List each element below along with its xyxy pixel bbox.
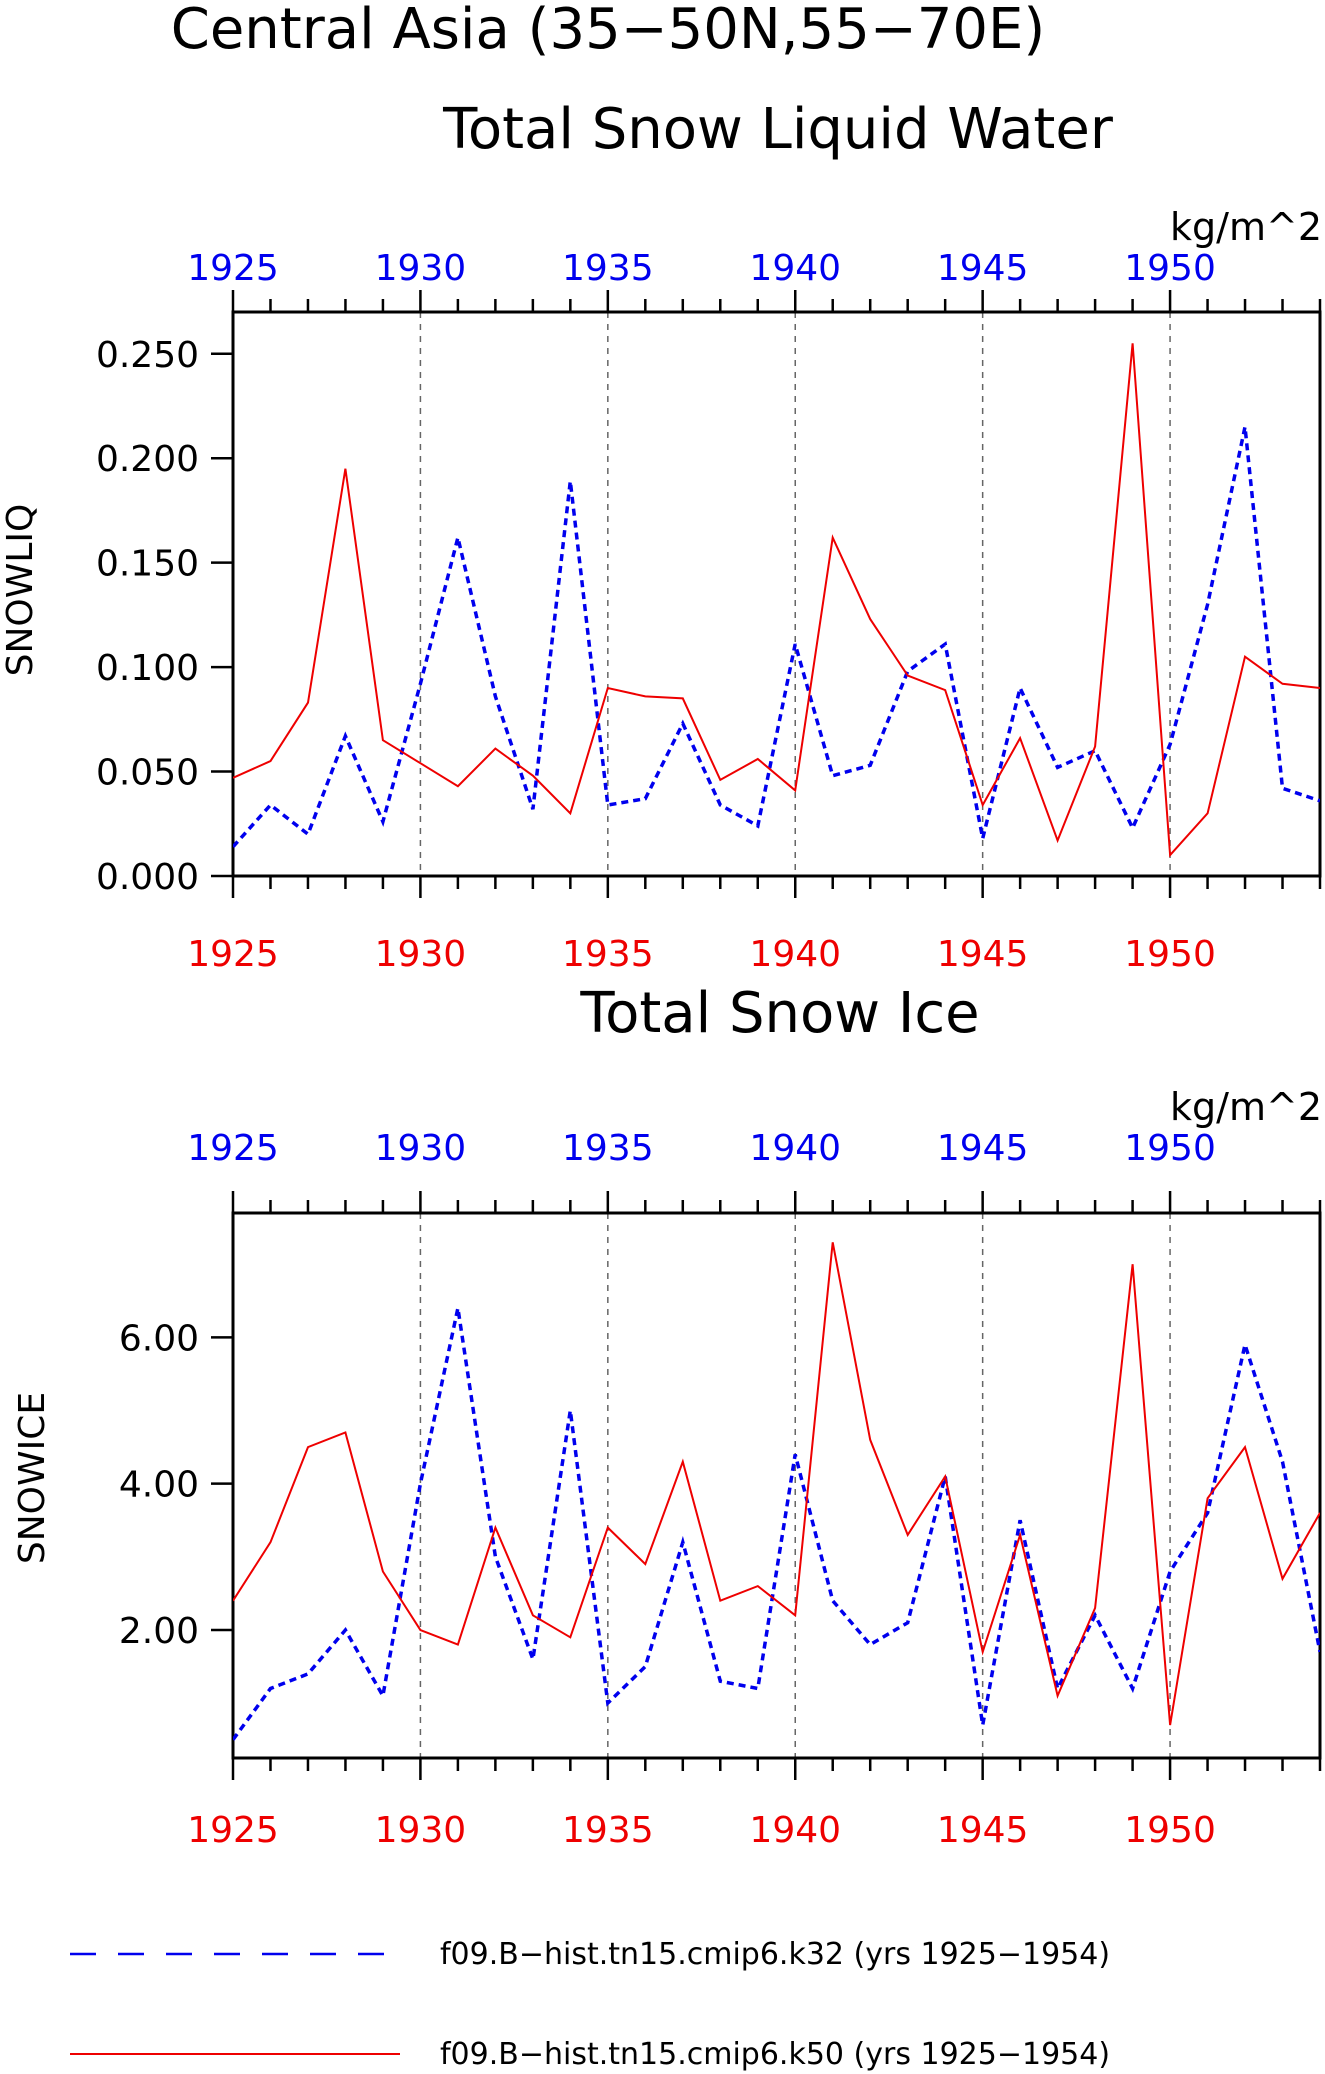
snowliq-plot-frame <box>231 310 1322 878</box>
snowice-x-tick-label-top: 1925 <box>187 1128 279 1169</box>
snowice-x-tick-label-bottom: 1925 <box>187 1810 279 1851</box>
snowliq-x-tick-label-bottom: 1930 <box>375 934 467 975</box>
snowice-plot-frame <box>231 1211 1322 1760</box>
snowliq-x-tick-label-bottom: 1925 <box>187 934 279 975</box>
legend-label-k50: f09.B−hist.tn15.cmip6.k50 (yrs 1925−1954… <box>440 2037 1110 2072</box>
snowliq-y-tick-label: 0.250 <box>96 335 199 376</box>
snowice-series-k32-line <box>233 1307 1320 1741</box>
snowice-x-tick-label-bottom: 1950 <box>1124 1810 1216 1851</box>
snowice-series-k50-line <box>233 1242 1320 1726</box>
snowice-x-tick-label-bottom: 1945 <box>937 1810 1029 1851</box>
snowice-x-tick-label-bottom: 1935 <box>562 1810 654 1851</box>
snowliq-y-tick-label: 0.200 <box>96 439 199 480</box>
snowliq-units: kg/m^2 <box>1170 205 1322 249</box>
snowliq-series-k32-line <box>233 426 1320 848</box>
snowliq-x-tick-label-top: 1945 <box>937 248 1029 289</box>
snowice-y-tick-label: 4.00 <box>119 1465 199 1506</box>
figure-title: Central Asia (35−50N,55−70E) <box>171 0 1046 62</box>
snowice-units: kg/m^2 <box>1170 1085 1322 1129</box>
snowice-title: Total Snow Ice <box>579 981 979 1046</box>
snowice-panel: Total Snow Ice kg/m^2 SNOWICE 1925 1925 19… <box>12 981 1322 1851</box>
legend: f09.B−hist.tn15.cmip6.k32 (yrs 1925−1954… <box>70 1937 1110 2072</box>
snowliq-x-tick-label-top: 1930 <box>375 248 467 289</box>
snowice-x-tick-label-top: 1945 <box>937 1128 1029 1169</box>
snowliq-series-k50-line <box>233 343 1320 858</box>
snowliq-x-tick-label-bottom: 1940 <box>749 934 841 975</box>
snowliq-x-tick-label-bottom: 1950 <box>1124 934 1216 975</box>
snowice-x-tick-label-top: 1950 <box>1124 1128 1216 1169</box>
snowliq-x-tick-label-bottom: 1935 <box>562 934 654 975</box>
legend-label-k32: f09.B−hist.tn15.cmip6.k32 (yrs 1925−1954… <box>440 1937 1110 1972</box>
snowice-x-tick-label-bottom: 1930 <box>375 1810 467 1851</box>
snowliq-x-tick-label-top: 1935 <box>562 248 654 289</box>
snowliq-x-tick-label-top: 1940 <box>749 248 841 289</box>
snowliq-y-tick-label: 0.050 <box>96 753 199 794</box>
snowliq-y-axis-label: SNOWLIQ <box>0 504 41 677</box>
snowice-x-tick-label-top: 1930 <box>375 1128 467 1169</box>
snowice-y-tick-label: 2.00 <box>119 1611 199 1652</box>
snowice-y-axis-label: SNOWICE <box>12 1392 53 1564</box>
snowice-x-tick-label-top: 1935 <box>562 1128 654 1169</box>
snowice-x-tick-label-top: 1940 <box>749 1128 841 1169</box>
snowliq-panel: Total Snow Liquid Water kg/m^2 SNOWLIQ 1… <box>0 97 1322 975</box>
snowliq-x-tick-label-top: 1925 <box>187 248 279 289</box>
snowice-y-tick-label: 6.00 <box>119 1318 199 1359</box>
snowice-x-tick-label-bottom: 1940 <box>749 1810 841 1851</box>
snowliq-y-tick-label: 0.100 <box>96 648 199 689</box>
snowliq-y-tick-label: 0.000 <box>96 857 199 898</box>
snowliq-x-tick-label-top: 1950 <box>1124 248 1216 289</box>
snowliq-x-tick-label-bottom: 1945 <box>937 934 1029 975</box>
snowliq-title: Total Snow Liquid Water <box>442 97 1114 162</box>
snowliq-y-tick-label: 0.150 <box>96 544 199 585</box>
